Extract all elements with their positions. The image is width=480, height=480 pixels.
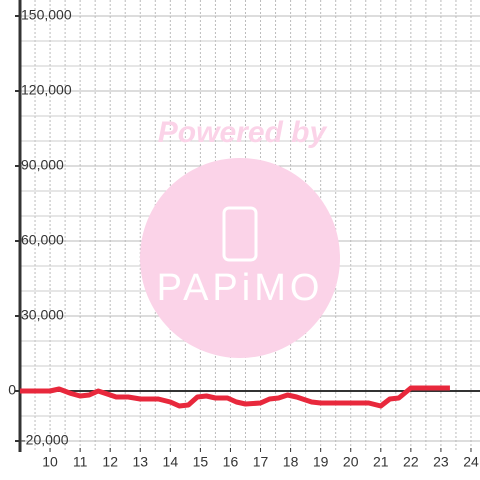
x-tick-label: 20 [343, 454, 359, 470]
x-tick-label: 22 [403, 454, 419, 470]
x-tick-label: 19 [313, 454, 329, 470]
watermark-circle [140, 158, 340, 358]
watermark-name: PAPiMO [157, 267, 324, 309]
y-tick-label: 0 [8, 382, 16, 398]
x-tick-label: 13 [132, 454, 148, 470]
x-tick-label: 24 [463, 454, 479, 470]
watermark-icon [222, 206, 258, 262]
y-tick-label: -20,000 [21, 432, 69, 448]
x-tick-label: 17 [253, 454, 269, 470]
x-tick-label: 10 [42, 454, 58, 470]
y-tick-label: 30,000 [21, 307, 64, 323]
y-tick-label: 150,000 [21, 7, 72, 23]
x-tick-label: 14 [163, 454, 179, 470]
plot: -20,000 0 30,000 60,000 90,000 120,000 150,000… [8, 0, 479, 470]
y-tick-label: 90,000 [21, 157, 64, 173]
x-tick-label: 16 [223, 454, 239, 470]
line-series [20, 385, 450, 409]
y-tick-label: 60,000 [21, 232, 64, 248]
x-tick-label: 23 [433, 454, 449, 470]
x-tick-label: 11 [73, 454, 88, 470]
x-tick-label: 12 [102, 454, 118, 470]
x-tick-label: 21 [373, 454, 389, 470]
x-tick-label: 15 [193, 454, 209, 470]
y-tick-label: 120,000 [21, 82, 72, 98]
watermark-title: Powered by [158, 116, 328, 149]
x-tick-label: 18 [283, 454, 299, 470]
